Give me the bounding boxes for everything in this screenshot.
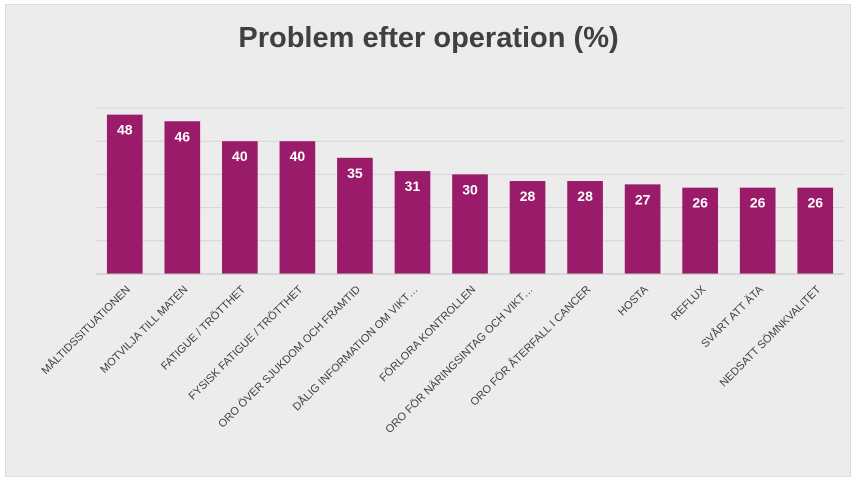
- category-label: DÅLIG INFORMATION OM VIKT…: [290, 283, 420, 413]
- bar: [797, 187, 834, 274]
- category-label: FÖRLORA KONTROLLEN: [378, 284, 479, 385]
- bar-value-label: 27: [635, 191, 651, 207]
- bar-value-label: 48: [117, 122, 133, 138]
- chart-title: Problem efter operation (%): [238, 22, 619, 54]
- bars: [106, 114, 834, 274]
- bar: [164, 121, 201, 274]
- category-label: FYSISK FATIGUE / TRÖTTHET: [187, 283, 306, 402]
- bar-value-label: 28: [577, 188, 593, 204]
- bar: [394, 171, 431, 274]
- bar-value-label: 35: [347, 165, 363, 181]
- bar: [337, 157, 373, 274]
- bar: [452, 174, 488, 274]
- bar: [279, 141, 316, 274]
- bar-value-label: 26: [750, 195, 766, 211]
- bar-value-label: 31: [405, 178, 421, 194]
- bar-value-label: 30: [462, 181, 478, 197]
- bar: [509, 181, 546, 274]
- category-label: NEDSATT SÖMNKVALITET: [718, 283, 824, 389]
- category-label: HOSTA: [616, 283, 651, 318]
- bar-value-label: 46: [175, 128, 191, 144]
- bar: [682, 187, 718, 274]
- category-label: REFLUX: [669, 283, 709, 323]
- data-labels: 48 46 40 40 35 31 30 28 28 27 26 26 26: [117, 122, 823, 211]
- bar-value-label: 40: [232, 148, 248, 164]
- bar: [567, 181, 603, 274]
- bar: [106, 114, 143, 274]
- bar-value-label: 26: [807, 195, 823, 211]
- bar: [222, 141, 258, 274]
- bar: [624, 184, 661, 274]
- category-label: ORO FÖR ÅTERFALL I CANCER: [468, 283, 594, 409]
- bar-value-label: 26: [692, 195, 708, 211]
- bar-value-label: 40: [290, 148, 306, 164]
- bar: [739, 187, 776, 274]
- bar-value-label: 28: [520, 188, 536, 204]
- category-label: SVÅRT ATT ÄTA: [699, 282, 767, 350]
